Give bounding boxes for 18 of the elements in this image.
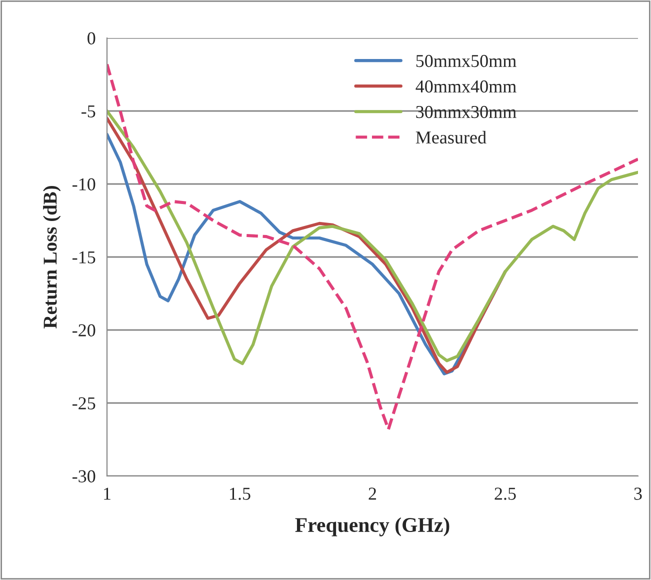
y-tick-label: -30 bbox=[72, 470, 96, 482]
x-tick-label: 1 bbox=[104, 488, 110, 500]
legend-label: 50mmx50mm bbox=[416, 54, 516, 68]
legend-label: 30mmx30mm bbox=[416, 106, 516, 118]
x-tick-label: 3 bbox=[634, 488, 642, 500]
y-tick-label: -15 bbox=[72, 251, 96, 264]
x-tick-label: 1.5 bbox=[230, 488, 250, 500]
y-tick-label: 0 bbox=[88, 32, 96, 44]
y-axis-title: Return Loss (dB) bbox=[43, 186, 61, 329]
y-tick-label: -25 bbox=[72, 397, 96, 410]
x-axis-title: Frequency (GHz) bbox=[295, 517, 450, 536]
y-tick-label: -10 bbox=[72, 178, 96, 190]
y-tick-label: -5 bbox=[82, 105, 96, 118]
x-tick-label: 2 bbox=[368, 488, 376, 500]
legend-label: 40mmx40mm bbox=[416, 80, 516, 93]
legend-label: Measured bbox=[416, 130, 486, 144]
x-tick-label: 2.5 bbox=[494, 488, 516, 500]
y-tick-label: -20 bbox=[72, 324, 96, 336]
